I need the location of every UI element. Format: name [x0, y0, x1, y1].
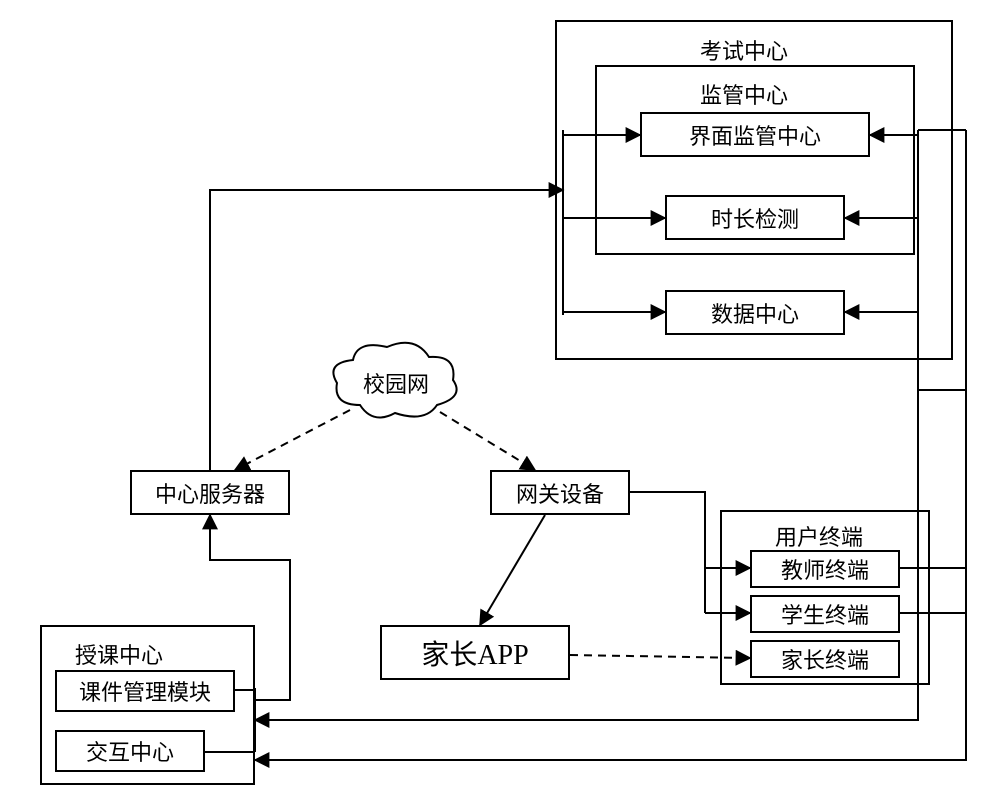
box-data-center: 数据中心 [665, 290, 845, 335]
cloud-label: 校园网 [363, 367, 429, 399]
cloud-campus-net: 校园网 [325, 335, 465, 440]
group-user-terminal-title: 用户终端 [775, 520, 863, 552]
box-courseware-mgmt: 课件管理模块 [55, 670, 235, 712]
box-student-terminal: 学生终端 [750, 595, 900, 633]
box-label: 交互中心 [86, 735, 174, 767]
box-center-server: 中心服务器 [130, 470, 290, 515]
box-label: 教师终端 [781, 553, 869, 585]
diagram-canvas: 考试中心 监管中心 界面监管中心 时长检测 数据中心 校园网 中心服务器 网关设… [0, 0, 1000, 811]
box-label: 界面监管中心 [689, 119, 821, 151]
box-parent-app: 家长APP [380, 625, 570, 680]
box-label: 家长APP [421, 633, 528, 673]
box-label: 中心服务器 [155, 477, 265, 509]
box-parent-terminal: 家长终端 [750, 640, 900, 678]
box-label: 网关设备 [516, 477, 604, 509]
box-label: 时长检测 [711, 202, 799, 234]
group-teaching-center-title: 授课中心 [75, 638, 163, 670]
box-label: 数据中心 [711, 297, 799, 329]
box-interaction-center: 交互中心 [55, 730, 205, 772]
box-time-detect: 时长检测 [665, 195, 845, 240]
box-label: 家长终端 [781, 643, 869, 675]
group-exam-center-title: 考试中心 [700, 34, 788, 66]
box-teacher-terminal: 教师终端 [750, 550, 900, 588]
box-ui-supervise-center: 界面监管中心 [640, 112, 870, 157]
box-label: 课件管理模块 [79, 675, 211, 707]
box-gateway-device: 网关设备 [490, 470, 630, 515]
group-supervise-center-title: 监管中心 [700, 78, 788, 110]
box-label: 学生终端 [781, 598, 869, 630]
